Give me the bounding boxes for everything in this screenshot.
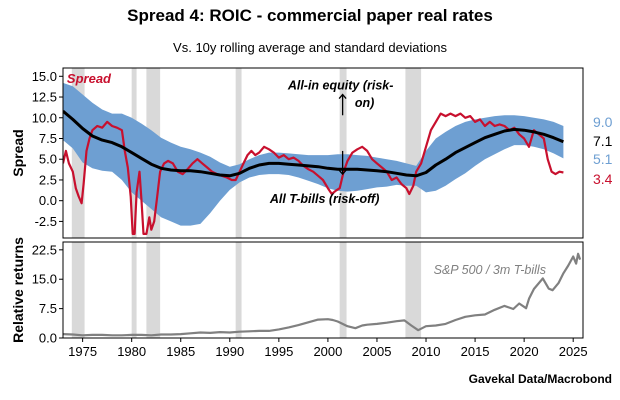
- chart-subtitle: Vs. 10y rolling average and standard dev…: [173, 40, 447, 55]
- x-tick-label: 1985: [166, 344, 195, 359]
- equity-arrow-head: [338, 93, 347, 99]
- relative-series-label: S&P 500 / 3m T-bills: [434, 263, 546, 277]
- equity-annotation-line: on): [355, 96, 374, 110]
- equity-annotation: All-in equity (risk-on): [287, 79, 394, 110]
- x-tick-label: 1995: [264, 344, 293, 359]
- recession-bar: [131, 242, 137, 338]
- recession-bar: [71, 242, 85, 338]
- x-tick-label: 2020: [510, 344, 539, 359]
- relative-returns-line: [63, 252, 582, 337]
- bottom-panel-frame: [62, 241, 584, 339]
- x-tick-label: 1975: [68, 344, 97, 359]
- average-line: [63, 109, 564, 178]
- end-value-label: 3.4: [593, 171, 613, 187]
- x-tick-label: 2025: [559, 344, 588, 359]
- chart-title: Spread 4: ROIC - commercial paper real r…: [127, 6, 493, 25]
- bottom-panel-plot: [63, 242, 582, 338]
- equity-annotation-line: All-in equity (risk-: [287, 79, 394, 93]
- x-tick-label: 2005: [363, 344, 392, 359]
- top-y-tick-label: -2.5: [35, 214, 57, 229]
- top-y-tick-label: 12.5: [32, 90, 57, 105]
- end-value-label: 9.0: [593, 114, 613, 130]
- top-y-axis-label: Spread: [10, 129, 26, 176]
- bottom-y-tick-label: 7.5: [39, 301, 57, 316]
- top-y-tick-label: 2.5: [39, 172, 57, 187]
- bottom-y-tick-label: 22.5: [32, 242, 57, 257]
- recession-bar: [235, 242, 242, 338]
- top-y-tick-label: 7.5: [39, 131, 57, 146]
- x-tick-label: 1980: [117, 344, 146, 359]
- recession-bar: [339, 242, 347, 338]
- end-value-label: 5.1: [593, 151, 613, 167]
- top-y-tick-label: 5.0: [39, 152, 57, 167]
- tbills-arrow-head: [338, 169, 347, 176]
- top-panel-frame: [62, 67, 584, 239]
- bottom-y-tick-label: 15.0: [32, 272, 57, 287]
- x-tick-label: 1990: [215, 344, 244, 359]
- recession-bar: [146, 242, 161, 338]
- top-y-tick-label: 10.0: [32, 110, 57, 125]
- bottom-y-axis-label: Relative returns: [10, 237, 26, 343]
- end-value-label: 7.1: [593, 133, 613, 149]
- x-tick-label: 2015: [461, 344, 490, 359]
- top-y-tick-label: 15.0: [32, 69, 57, 84]
- source-credit: Gavekal Data/Macrobond: [468, 372, 612, 386]
- top-y-tick-label: 0.0: [39, 193, 57, 208]
- top-panel-plot: [63, 68, 564, 238]
- recession-bar: [235, 68, 242, 238]
- recession-bar: [405, 68, 422, 238]
- spread-series-label: Spread: [67, 71, 112, 86]
- x-tick-label: 2000: [313, 344, 342, 359]
- std-dev-band: [63, 82, 564, 226]
- x-tick-label: 2010: [412, 344, 441, 359]
- bottom-y-tick-label: 0.0: [39, 331, 57, 346]
- spread-line: [63, 112, 564, 235]
- recession-bar: [405, 242, 422, 338]
- tbills-annotation: All T-bills (risk-off): [269, 192, 380, 206]
